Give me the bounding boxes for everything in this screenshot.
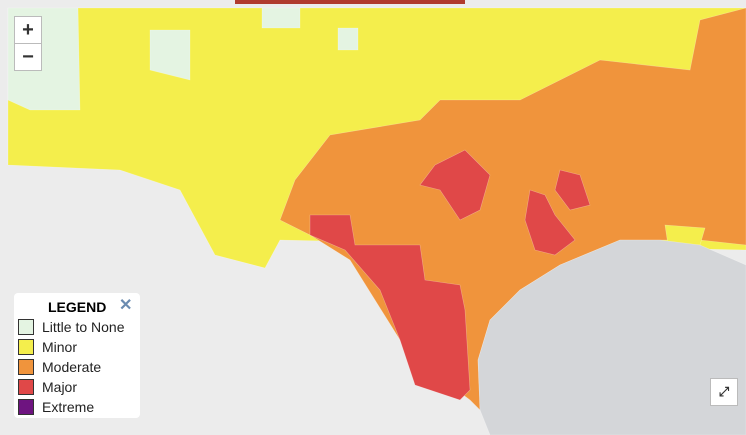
gulf-water [477, 239, 746, 435]
little-region [261, 7, 301, 29]
top-bar [235, 0, 465, 4]
legend-label: Major [42, 379, 78, 395]
legend-label: Moderate [42, 359, 102, 375]
legend-item: Major [18, 377, 136, 397]
legend-label: Little to None [42, 319, 125, 335]
legend-label: Minor [42, 339, 78, 355]
zoom-in[interactable]: + [14, 16, 42, 44]
legend-item: Extreme [18, 397, 136, 417]
legend-title: LEGEND [48, 299, 107, 315]
legend-label: Extreme [42, 399, 95, 415]
legend-items: Little to None Minor Moderate Major Extreme [18, 317, 136, 417]
legend-item: Moderate [18, 357, 136, 377]
major-region [309, 214, 471, 401]
major-region [524, 189, 576, 256]
legend-item: Little to None [18, 317, 136, 337]
little-region [337, 27, 359, 51]
zoom-out[interactable]: − [14, 43, 42, 71]
legend-swatch [18, 359, 34, 375]
legend-swatch [18, 339, 34, 355]
legend-swatch [18, 319, 34, 335]
legend-swatch [18, 399, 34, 415]
legend-close[interactable]: ✕ [119, 297, 133, 314]
legend: LEGEND ✕ Little to None Minor Moderate Majo… [14, 293, 140, 418]
little-region [149, 29, 191, 81]
legend-swatch [18, 379, 34, 395]
major-region [419, 149, 491, 221]
major-region [554, 169, 591, 211]
fullscreen[interactable]: ⤢ [710, 378, 738, 406]
legend-item: Minor [18, 337, 136, 357]
